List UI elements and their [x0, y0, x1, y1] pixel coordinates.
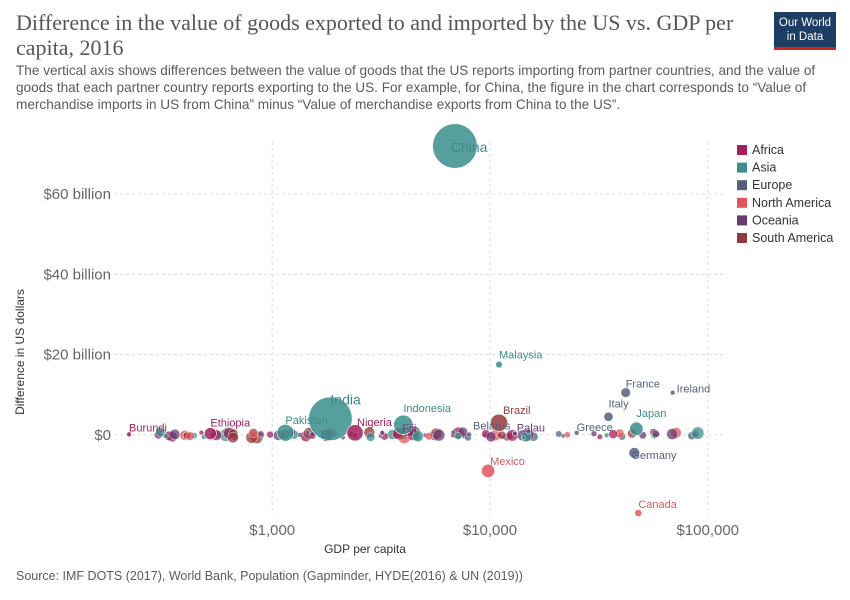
x-tick-label: $1,000 [249, 522, 295, 539]
point-france[interactable] [620, 387, 631, 398]
background-point [651, 430, 660, 438]
label-france: France [626, 379, 660, 391]
axes: $0 $20 billion $40 billion $60 billion $1,00… [13, 186, 739, 556]
background-point [266, 431, 274, 439]
label-palau: Palau [517, 423, 545, 435]
label-indonesia: Indonesia [403, 403, 452, 415]
point-indonesia[interactable] [393, 414, 414, 435]
point-india[interactable] [308, 396, 353, 441]
legend-label[interactable]: Africa [752, 143, 784, 157]
background-point [198, 430, 205, 436]
background-point [425, 432, 434, 441]
background-point [366, 432, 376, 442]
label-mexico: Mexico [490, 456, 525, 468]
point-brazil[interactable] [490, 413, 508, 432]
background-point [297, 432, 303, 438]
y-tick-label: $0 [94, 427, 111, 444]
background-point [691, 426, 705, 440]
point-fiji[interactable] [379, 429, 386, 436]
label-greece: Greece [577, 422, 613, 434]
logo-line-2: in Data [786, 31, 824, 43]
label-canada: Canada [638, 499, 677, 511]
label-pakistan: Pakistan [285, 415, 327, 427]
point-italy[interactable] [603, 411, 614, 422]
background-point [466, 431, 472, 438]
label-germany: Germany [631, 450, 677, 462]
label-burundi: Burundi [129, 422, 167, 434]
point-ethiopia[interactable] [204, 427, 217, 440]
background-point [521, 435, 527, 440]
label-brazil: Brazil [503, 405, 531, 417]
y-axis-label: Difference in US dollars [13, 289, 27, 415]
point-pakistan[interactable] [276, 424, 295, 442]
background-point [227, 431, 239, 444]
x-tick-label: $100,000 [676, 522, 739, 539]
logo-line-1: Our World [778, 17, 832, 29]
background-point [485, 431, 497, 443]
background-point [432, 428, 445, 442]
legend-swatch[interactable] [737, 233, 747, 243]
background-point [608, 429, 618, 439]
x-tick-label: $10,000 [463, 522, 517, 539]
legend-label[interactable]: South America [752, 231, 833, 245]
label-ireland: Ireland [677, 384, 711, 396]
legend-swatch[interactable] [737, 162, 747, 173]
point-china[interactable] [432, 123, 478, 169]
point-palau[interactable] [511, 430, 518, 437]
legend-label[interactable]: North America [752, 196, 831, 210]
point-belarus[interactable] [525, 428, 532, 435]
point-nigeria[interactable] [346, 424, 364, 442]
label-nigeria: Nigeria [357, 417, 393, 429]
label-fiji: Fiji [402, 423, 416, 435]
point-japan[interactable] [629, 421, 644, 436]
point-malaysia[interactable] [495, 360, 503, 369]
point-ireland[interactable] [669, 389, 676, 396]
legend: Africa Asia Europe North America Oceania Sout… [737, 143, 833, 245]
legend-swatch[interactable] [737, 197, 747, 208]
background-point [155, 427, 166, 438]
label-ethiopia: Ethiopia [210, 418, 251, 430]
background-point [185, 431, 195, 441]
legend-swatch[interactable] [737, 145, 747, 155]
legend-label[interactable]: Europe [752, 178, 792, 192]
background-point [305, 429, 310, 435]
chart-subtitle: The vertical axis shows differences betw… [16, 63, 816, 112]
labeled-points [126, 123, 676, 517]
y-tick-label: $60 billion [43, 186, 111, 203]
background-point [163, 433, 169, 439]
point-labels: China India Malaysia Indonesia Pakistan Japan… [129, 139, 710, 511]
label-china: China [451, 139, 488, 155]
label-malaysia: Malaysia [499, 350, 543, 362]
legend-label[interactable]: Oceania [752, 213, 799, 227]
owid-logo[interactable]: Our World in Data [774, 12, 836, 50]
source-note: Source: IMF DOTS (2017), World Bank, Pop… [16, 569, 523, 583]
label-india: India [330, 392, 361, 408]
background-point [454, 432, 462, 440]
background-point [248, 428, 259, 438]
point-germany[interactable] [628, 447, 641, 459]
background-point [560, 433, 566, 439]
y-tick-label: $40 billion [43, 266, 111, 283]
background-point [596, 433, 603, 440]
background-point [169, 429, 181, 440]
point-mexico[interactable] [481, 463, 496, 478]
label-japan: Japan [636, 408, 666, 420]
legend-label[interactable]: Asia [752, 161, 776, 175]
x-axis-label: GDP per capita [324, 542, 406, 556]
point-burundi[interactable] [126, 431, 132, 438]
label-belarus: Belarus [473, 421, 511, 433]
chart-title: Difference in the value of goods exporte… [16, 10, 734, 60]
point-canada[interactable] [634, 509, 643, 517]
legend-swatch[interactable] [737, 215, 747, 226]
point-greece[interactable] [573, 429, 580, 436]
background-point [412, 430, 424, 442]
y-tick-label: $20 billion [43, 347, 111, 364]
label-italy: Italy [608, 399, 629, 411]
legend-swatch[interactable] [737, 180, 747, 191]
background-point [450, 429, 456, 435]
background-point [590, 430, 598, 437]
background-point [257, 430, 265, 438]
background-point [666, 428, 679, 440]
